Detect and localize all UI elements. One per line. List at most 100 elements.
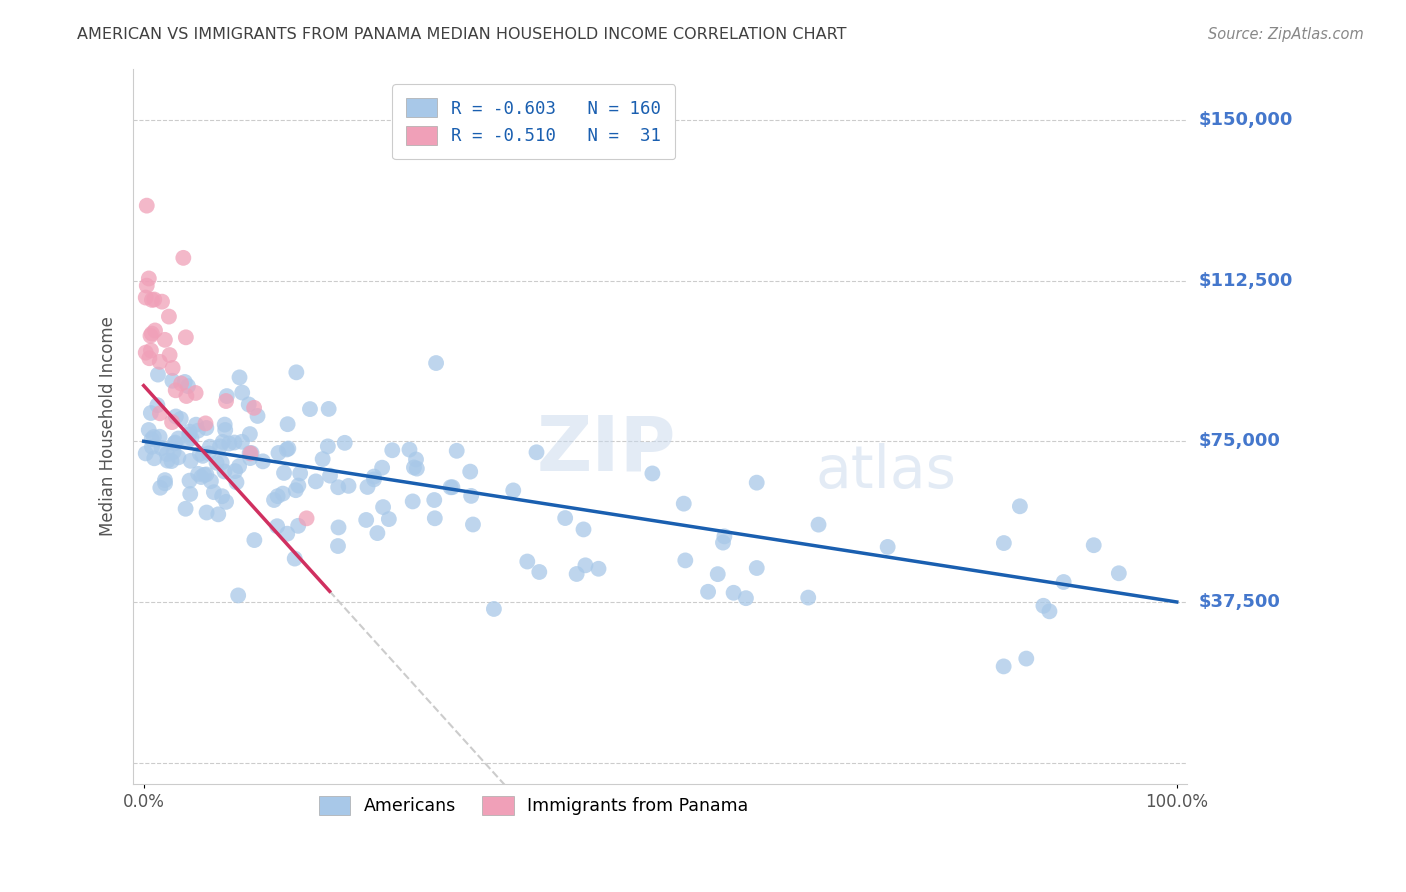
Point — [243, 401, 266, 415]
Point — [149, 430, 172, 444]
Point — [239, 427, 262, 442]
Point — [141, 432, 163, 446]
Point — [187, 467, 209, 481]
Point — [215, 389, 238, 403]
Point — [461, 517, 484, 532]
Point — [672, 497, 695, 511]
Point — [159, 348, 181, 362]
Point — [214, 417, 236, 432]
Point — [378, 512, 401, 526]
Point — [205, 456, 228, 470]
Point — [208, 439, 231, 453]
Point — [405, 461, 427, 475]
Point — [135, 291, 157, 305]
Point — [711, 535, 734, 549]
Point — [529, 565, 551, 579]
Point — [273, 466, 295, 480]
Point — [179, 425, 201, 439]
Point — [207, 508, 229, 522]
Point — [285, 365, 308, 379]
Point — [295, 511, 318, 525]
Point — [231, 385, 253, 400]
Point — [588, 562, 610, 576]
Point — [146, 368, 169, 382]
Point — [706, 567, 728, 582]
Point — [318, 401, 340, 416]
Point — [284, 483, 307, 498]
Point — [211, 434, 233, 449]
Point — [239, 451, 262, 466]
Point — [1052, 574, 1074, 589]
Point — [333, 435, 356, 450]
Point — [641, 467, 664, 481]
Point — [215, 394, 238, 409]
Point — [516, 555, 538, 569]
Point — [381, 443, 404, 458]
Point — [197, 446, 219, 460]
Point — [697, 584, 720, 599]
Point — [673, 553, 696, 567]
Point — [228, 459, 250, 474]
Point — [482, 602, 505, 616]
Point — [165, 435, 187, 450]
Text: Source: ZipAtlas.com: Source: ZipAtlas.com — [1208, 27, 1364, 42]
Point — [1083, 538, 1105, 552]
Point — [423, 493, 446, 508]
Point — [153, 333, 176, 347]
Point — [554, 511, 576, 525]
Point — [224, 435, 246, 450]
Point — [184, 386, 207, 401]
Point — [502, 483, 524, 498]
Point — [143, 451, 166, 466]
Point — [179, 427, 201, 442]
Point — [194, 417, 217, 431]
Point — [745, 475, 768, 490]
Point — [243, 533, 266, 547]
Point — [226, 589, 249, 603]
Point — [211, 456, 233, 470]
Text: ZIP: ZIP — [536, 413, 676, 487]
Point — [150, 294, 173, 309]
Point — [723, 586, 745, 600]
Point — [211, 489, 233, 503]
Point — [276, 442, 298, 457]
Point — [402, 460, 425, 475]
Point — [200, 474, 222, 488]
Point — [267, 446, 290, 460]
Point — [1108, 566, 1130, 581]
Point — [277, 417, 299, 432]
Point — [153, 473, 176, 487]
Point — [153, 476, 176, 491]
Point — [328, 480, 350, 494]
Point — [139, 343, 162, 358]
Point — [797, 591, 820, 605]
Point — [177, 434, 200, 448]
Point — [193, 467, 215, 482]
Point — [284, 551, 307, 566]
Point — [143, 323, 166, 337]
Point — [165, 409, 187, 424]
Point — [423, 511, 446, 525]
Point — [277, 442, 299, 456]
Point — [311, 452, 333, 467]
Point — [138, 271, 160, 285]
Point — [215, 495, 238, 509]
Point — [439, 480, 461, 494]
Point — [195, 421, 218, 435]
Y-axis label: Median Household Income: Median Household Income — [100, 317, 117, 536]
Point — [363, 469, 385, 483]
Point — [138, 423, 160, 437]
Point — [402, 494, 425, 508]
Point — [218, 436, 240, 450]
Point — [163, 436, 186, 450]
Point — [366, 526, 388, 541]
Point — [735, 591, 758, 606]
Point — [177, 379, 200, 393]
Point — [354, 513, 377, 527]
Point — [425, 356, 447, 370]
Point — [170, 412, 193, 426]
Point — [179, 487, 201, 501]
Point — [214, 423, 236, 437]
Point — [149, 355, 172, 369]
Point — [526, 445, 548, 459]
